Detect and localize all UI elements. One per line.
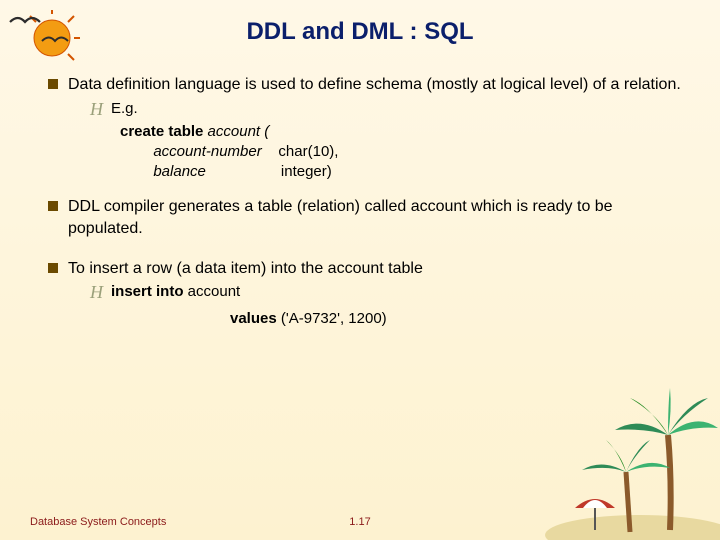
kw-insert: insert into [111, 283, 188, 300]
footer-page-number: 1.17 [349, 516, 370, 528]
code-example-2: values ('A-9732', 1200) [230, 309, 690, 329]
col2: balance [153, 163, 206, 180]
bullet-3-sub: H insert into account [90, 283, 690, 303]
bullet-2-text: DDL compiler generates a table (relation… [68, 196, 690, 239]
code-line: values ('A-9732', 1200) [230, 309, 690, 329]
footer-left: Database System Concepts [30, 516, 166, 528]
values-args: ('A-9732', 1200) [281, 310, 387, 327]
tbl-name: account ( [208, 123, 270, 140]
slide: DDL and DML : SQL Data definition langua… [0, 0, 720, 540]
bullet-square-icon [48, 263, 58, 273]
col1: account-number [153, 143, 261, 160]
bullet-3: To insert a row (a data item) into the a… [48, 258, 690, 280]
type2: integer) [281, 163, 332, 180]
title-text: DDL and DML : SQL [246, 18, 473, 45]
footer: Database System Concepts 1.17 [30, 516, 690, 528]
bullet-square-icon [48, 201, 58, 211]
bullet-1-sub: H E.g. [90, 100, 690, 120]
script-h-icon: H [90, 99, 103, 120]
code-line: balance integer) [120, 162, 690, 182]
code-line: create table account ( [120, 122, 690, 142]
kw-values: values [230, 310, 281, 327]
code-line: account-number char(10), [120, 142, 690, 162]
bullet-3-sub-text: insert into account [111, 283, 240, 300]
bullet-1: Data definition language is used to defi… [48, 74, 690, 96]
bullet-2: DDL compiler generates a table (relation… [48, 196, 690, 239]
bullet-1-sub-text: E.g. [111, 100, 138, 117]
slide-content: Data definition language is used to defi… [30, 74, 690, 329]
slide-title: DDL and DML : SQL [30, 18, 690, 46]
script-h-icon: H [90, 282, 103, 303]
insert-tbl: account [188, 283, 241, 300]
bullet-3-text: To insert a row (a data item) into the a… [68, 258, 423, 280]
code-example-1: create table account ( account-number ch… [120, 122, 690, 183]
kw-create: create table [120, 123, 208, 140]
type1: char(10), [278, 143, 338, 160]
bullet-square-icon [48, 79, 58, 89]
bullet-1-text: Data definition language is used to defi… [68, 74, 681, 96]
